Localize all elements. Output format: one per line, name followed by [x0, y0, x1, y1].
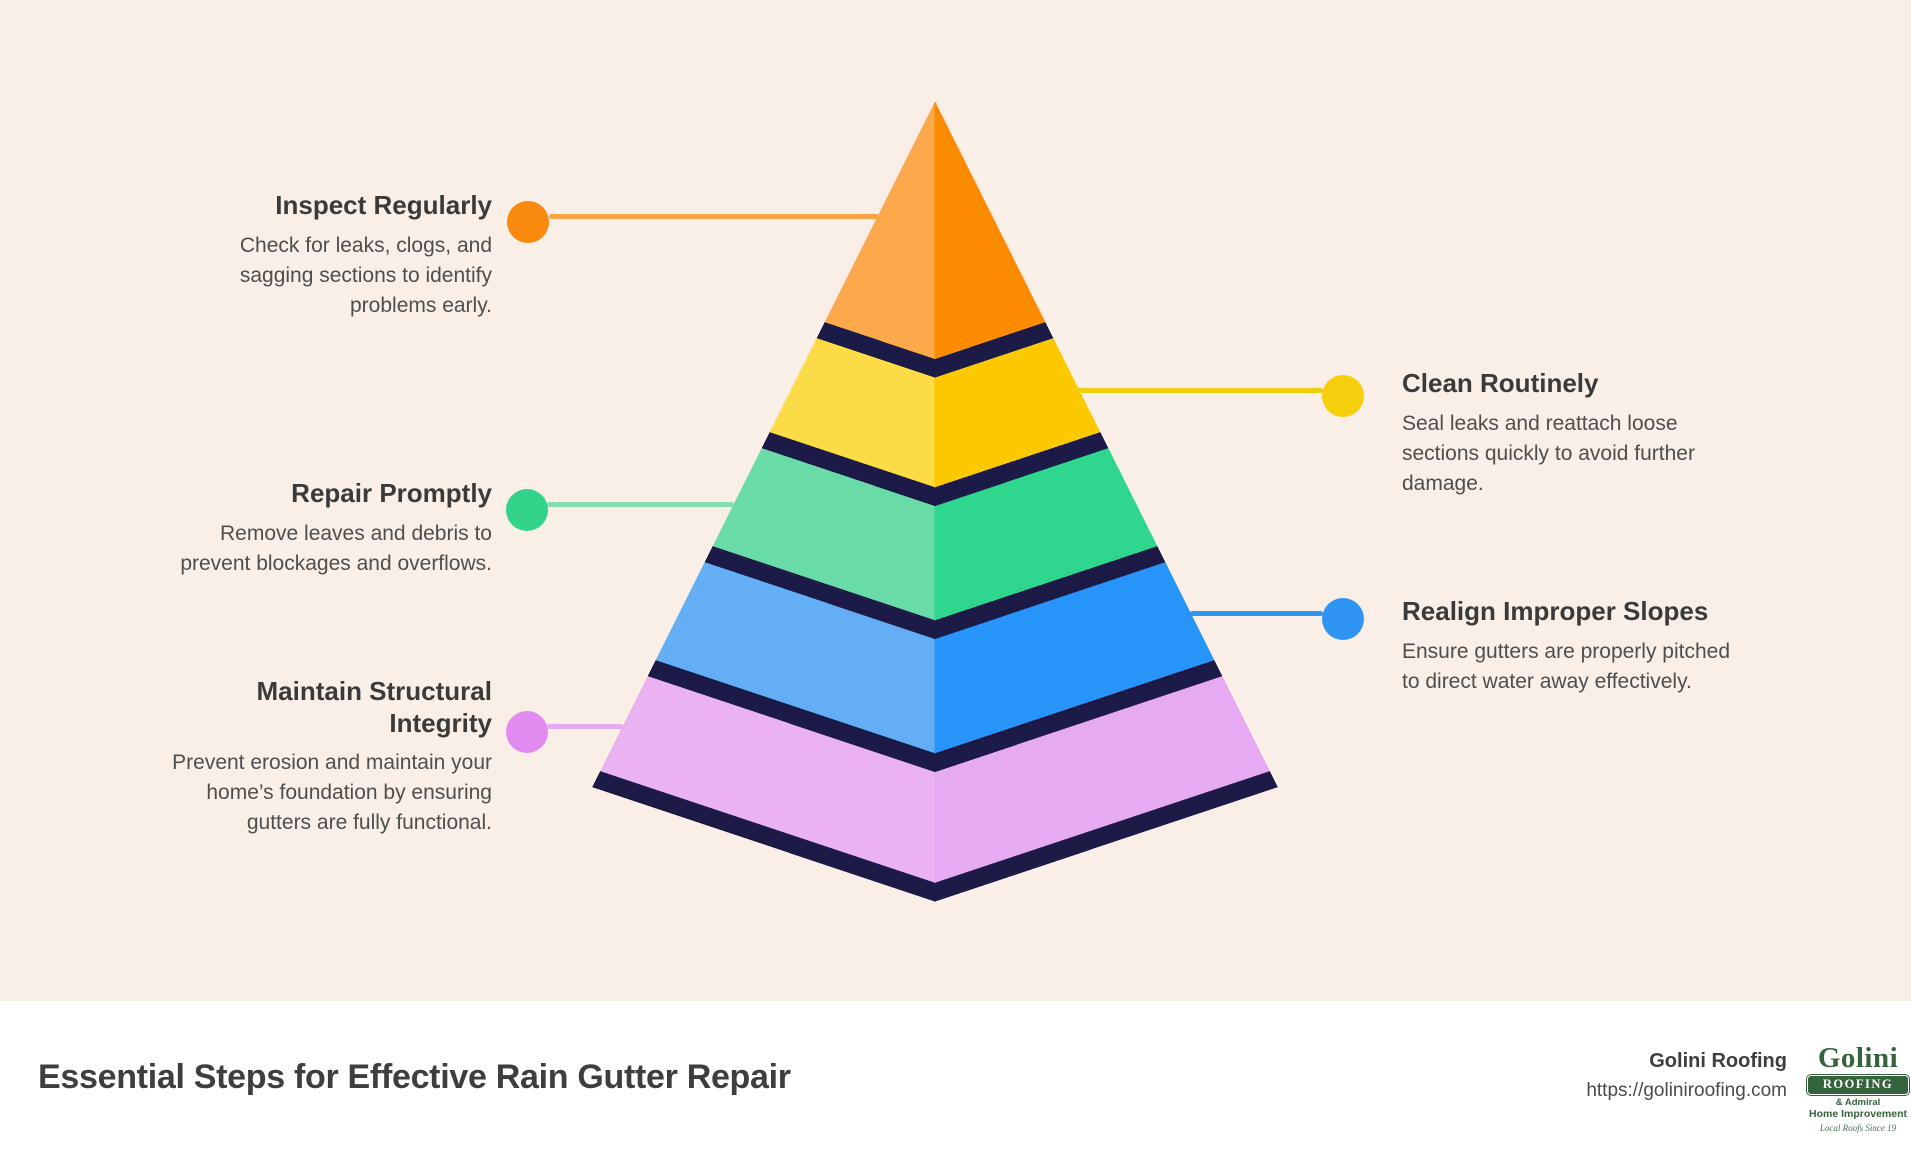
step-label: Maintain Structural Integrity Prevent ero… — [172, 676, 492, 838]
brand-website-url: https://goliniroofing.com — [1586, 1080, 1787, 1101]
step-bullet-circle — [1322, 375, 1364, 417]
step-connector-line — [1190, 611, 1323, 616]
step-label: Clean Routinely Seal leaks and reattach l… — [1402, 368, 1732, 499]
step-bullet-circle — [507, 201, 549, 243]
page-title: Essential Steps for Effective Rain Gutte… — [38, 1058, 791, 1096]
step-heading: Repair Promptly — [291, 478, 492, 508]
footer-bar — [0, 1001, 1911, 1160]
brand-company-name: Golini Roofing — [1649, 1050, 1787, 1072]
step-connector-line — [549, 214, 879, 219]
step-description: Prevent erosion and maintain your home’s… — [172, 751, 492, 835]
logo-wordmark: Golini — [1817, 1042, 1899, 1074]
step-connector-line — [547, 502, 734, 507]
logo-subline-2: Home Improvement — [1808, 1108, 1908, 1121]
step-label: Inspect Regularly Check for leaks, clogs,… — [172, 190, 492, 321]
step-connector-line — [1077, 388, 1323, 393]
step-heading: Inspect Regularly — [275, 190, 492, 220]
brand-logo: Golini ROOFING & Admiral Home Improvemen… — [1800, 1044, 1911, 1133]
step-description: Check for leaks, clogs, and sagging sect… — [239, 233, 492, 317]
step-description: Seal leaks and reattach loose sections q… — [1402, 411, 1695, 495]
step-bullet-circle — [1322, 598, 1364, 640]
step-bullet-circle — [506, 489, 548, 531]
pyramid-level-1-inspect-left-face — [824, 101, 936, 360]
brand-block: Golini Roofing https://goliniroofing.com — [1586, 1048, 1787, 1104]
step-label: Realign Improper Slopes Ensure gutters ar… — [1402, 596, 1732, 697]
logo-roofing-banner: ROOFING — [1807, 1075, 1909, 1095]
step-label: Repair Promptly Remove leaves and debris … — [172, 478, 492, 579]
step-heading: Clean Routinely — [1402, 368, 1599, 398]
step-bullet-circle — [506, 711, 548, 753]
logo-tagline: Local Roofs Since 19 — [1819, 1122, 1897, 1133]
step-heading: Realign Improper Slopes — [1402, 596, 1709, 626]
step-description: Ensure gutters are properly pitched to d… — [1402, 639, 1731, 693]
step-description: Remove leaves and debris to prevent bloc… — [180, 521, 492, 575]
step-connector-line — [547, 724, 623, 729]
step-heading: Maintain Structural Integrity — [256, 676, 492, 738]
logo-subline-1: & Admiral — [1835, 1096, 1881, 1108]
pyramid-level-1-inspect-right-face — [934, 101, 1046, 360]
pyramid-diagram — [592, 101, 1278, 902]
